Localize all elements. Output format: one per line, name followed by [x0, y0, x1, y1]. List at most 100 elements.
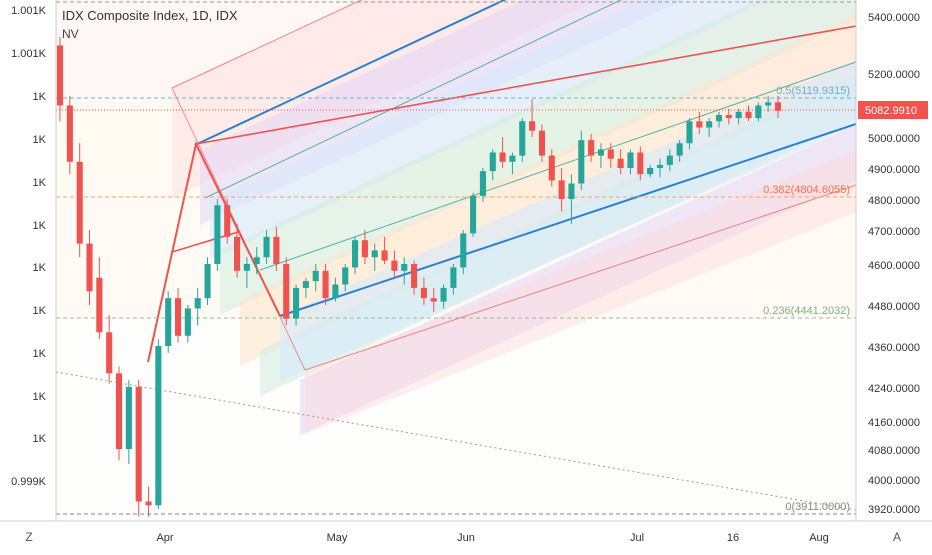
right-axis-label: 4900.0000 — [868, 164, 920, 176]
candle-down — [322, 270, 329, 299]
right-axis-label: 4600.0000 — [868, 260, 920, 272]
x-axis[interactable]: Apr May Jun Jul 16 Aug — [156, 532, 828, 544]
candle-up — [401, 264, 408, 271]
candle-down — [96, 277, 103, 333]
candles-group — [56, 36, 782, 517]
zoom-toggle-button[interactable]: Z — [25, 530, 33, 544]
candle-up — [755, 105, 762, 119]
candle-down — [558, 180, 565, 199]
left-axis[interactable]: 1.001K 1.001K 1K 1K 1K 1K 1K 1K 1K 1K 1K… — [11, 5, 47, 488]
candle-up — [253, 257, 260, 264]
candle-down — [86, 243, 93, 292]
right-axis-label: 4240.0000 — [868, 383, 920, 395]
candle-down — [499, 152, 506, 162]
candle-up — [765, 102, 772, 106]
right-axis-label: 5200.0000 — [868, 69, 920, 81]
candle-down — [361, 240, 368, 258]
pitchfork-upper-teal — [204, 0, 622, 199]
candle-up — [578, 140, 585, 184]
pitchfork-lower-blue — [279, 123, 856, 317]
x-axis-label: Jun — [457, 532, 475, 544]
candle-up — [352, 240, 359, 268]
candle-up — [470, 195, 477, 234]
right-axis-label: 3920.0000 — [868, 504, 920, 516]
candle-up — [627, 152, 634, 168]
candle-up — [302, 281, 309, 288]
right-axis-label: 4800.0000 — [868, 195, 920, 207]
candle-down — [56, 45, 64, 106]
last-price-label: 5082.9910 — [865, 105, 917, 117]
candle-down — [607, 149, 614, 159]
fib-trend-line — [56, 371, 856, 511]
candle-down — [224, 205, 231, 237]
candle-down — [66, 105, 73, 162]
left-axis-label: 1K — [33, 433, 47, 445]
left-axis-label: 1.001K — [11, 5, 47, 17]
candle-down — [548, 155, 555, 181]
candle-up — [568, 183, 575, 199]
left-axis-label: 1K — [33, 91, 47, 103]
pitchfork-median — [195, 25, 856, 145]
candle-up — [676, 143, 683, 156]
candle-up — [715, 114, 723, 122]
candle-up — [450, 267, 457, 288]
auto-scale-button[interactable]: A — [892, 530, 901, 544]
candle-down — [135, 387, 142, 502]
candle-up — [263, 236, 270, 258]
left-axis-label: 1.001K — [11, 48, 47, 60]
right-axis-label: 4360.0000 — [868, 342, 920, 354]
fib-label-0382: 0.382(4804.6055) — [763, 184, 850, 196]
candle-up — [155, 346, 162, 506]
candle-down — [283, 264, 290, 319]
left-axis-label: 1K — [33, 305, 47, 317]
fib-label-0236: 0.236(4441.2032) — [763, 305, 850, 317]
right-axis-label: 4080.0000 — [868, 445, 920, 457]
candle-down — [696, 121, 703, 128]
candle-down — [420, 287, 427, 299]
candle-down — [745, 111, 752, 119]
left-axis-label: 1K — [33, 177, 47, 189]
candle-up — [125, 387, 132, 449]
candle-up — [735, 111, 742, 119]
candle-up — [509, 155, 516, 162]
left-axis-label: 0.999K — [11, 476, 47, 488]
candle-down — [538, 130, 545, 156]
fib-label-05: 0.5(5119.9315) — [776, 85, 850, 97]
candle-up — [519, 121, 526, 156]
candle-up — [312, 270, 319, 282]
candle-down — [725, 114, 732, 119]
left-axis-label: 1K — [33, 134, 47, 146]
candle-up — [479, 171, 486, 196]
pitchfork-band-8 — [300, 125, 856, 435]
x-axis-label: Aug — [809, 532, 829, 544]
x-axis-label: Jul — [630, 532, 644, 544]
left-axis-label: 1K — [33, 348, 47, 360]
candle-up — [184, 308, 191, 336]
candle-down — [588, 140, 595, 156]
right-axis-label: 4480.0000 — [868, 301, 920, 313]
pitchfork-outer-top — [171, 0, 363, 89]
pitchfork-lower-teal — [259, 61, 856, 271]
candle-up — [165, 298, 172, 346]
candle-up — [489, 152, 496, 172]
right-axis-label: 5000.0000 — [868, 133, 920, 145]
candle-down — [106, 332, 113, 374]
candle-down — [233, 236, 241, 271]
candle-up — [686, 121, 693, 144]
pitchfork-upper-blue — [194, 0, 507, 146]
right-axis-label: 4160.0000 — [868, 417, 920, 429]
candle-up — [194, 298, 201, 309]
candle-down — [637, 152, 644, 175]
x-axis-label: 16 — [727, 532, 739, 544]
candle-up — [440, 287, 447, 302]
candle-down — [273, 236, 280, 264]
right-axis[interactable]: 5400.0000 5200.0000 5000.0000 4900.0000 … — [858, 12, 928, 516]
candle-down — [774, 102, 782, 111]
candle-down — [381, 250, 388, 261]
x-axis-label: May — [327, 532, 348, 544]
pitchfork-band-9 — [305, 150, 856, 434]
candle-up — [204, 264, 211, 299]
candle-down — [76, 161, 83, 244]
